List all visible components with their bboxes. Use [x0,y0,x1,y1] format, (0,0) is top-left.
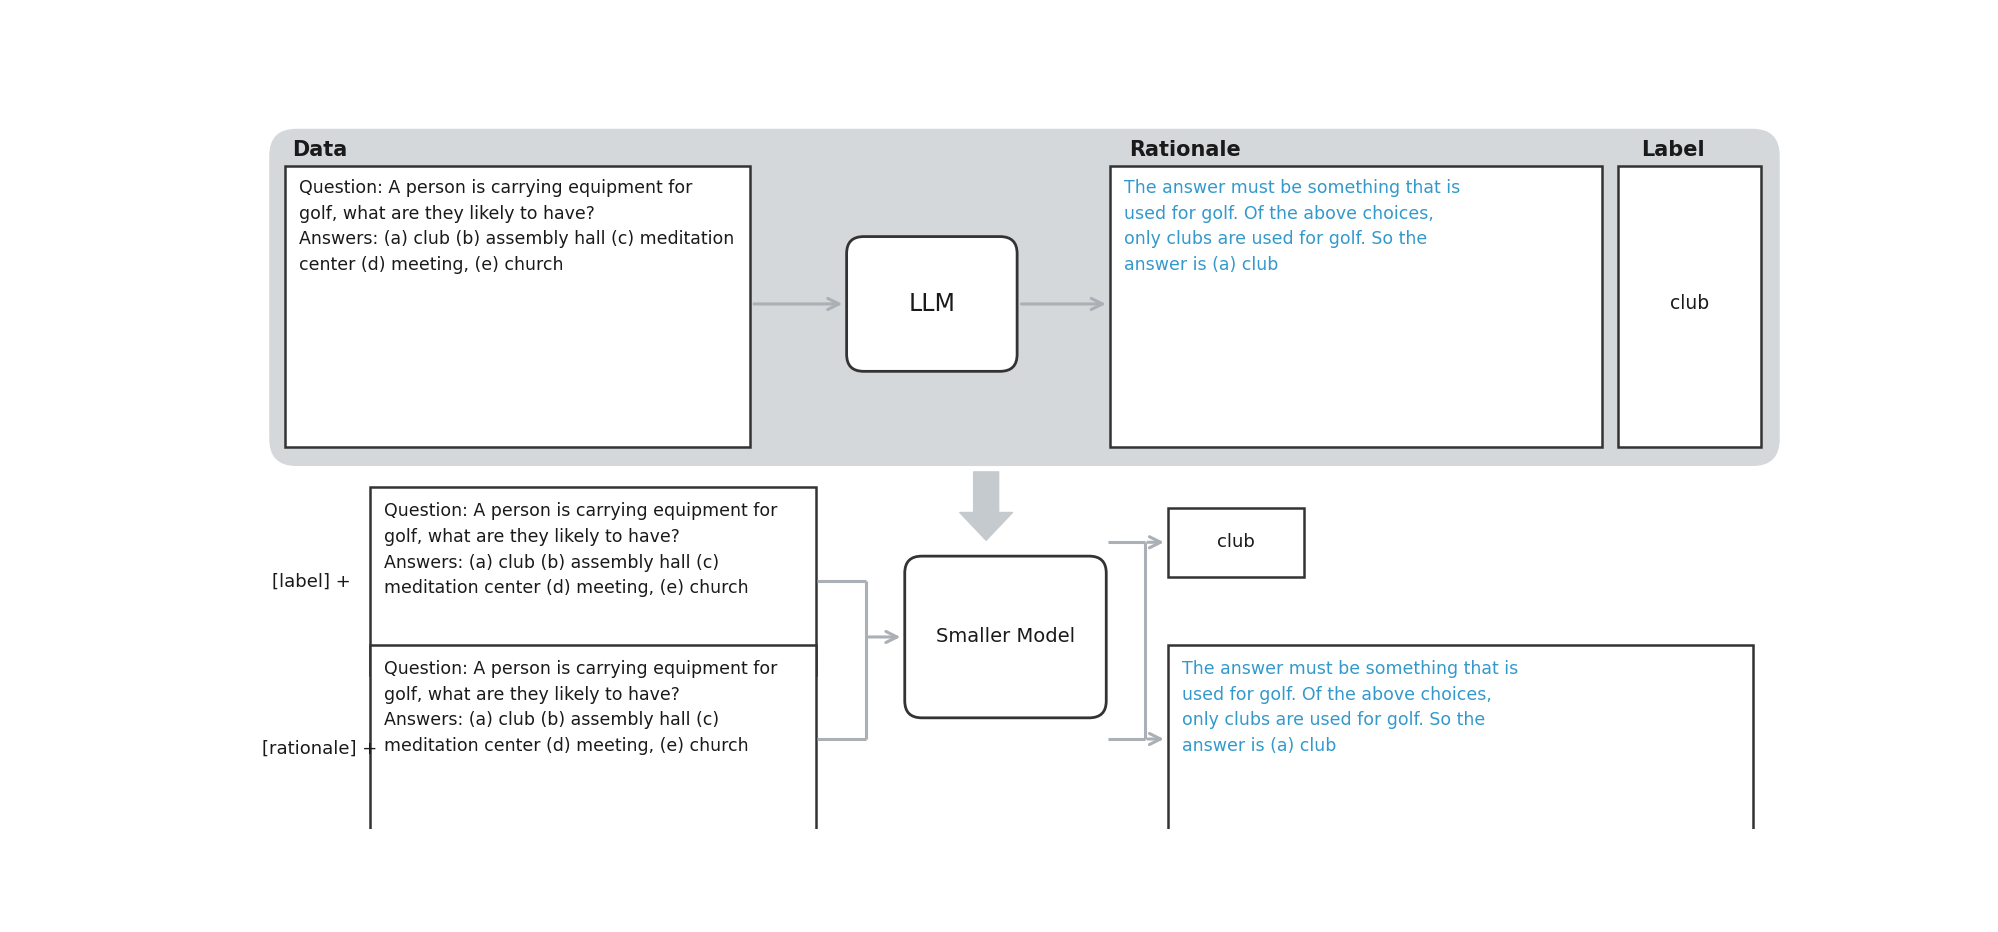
Text: [rationale] +: [rationale] + [262,740,376,758]
Text: LLM: LLM [907,292,955,316]
Bar [284,166,749,446]
Bar [1616,166,1760,446]
FancyBboxPatch shape [847,237,1017,371]
Text: club: club [1217,533,1255,551]
Text: Label: Label [1640,141,1704,160]
Bar [1109,166,1602,446]
Bar [370,487,815,676]
Text: Question: A person is carrying equipment for
golf, what are they likely to have?: Question: A person is carrying equipment… [384,660,777,755]
FancyArrowPatch shape [959,472,1013,541]
FancyBboxPatch shape [270,129,1778,466]
Text: [label] +: [label] + [272,572,350,591]
Text: The answer must be something that is
used for golf. Of the above choices,
only c: The answer must be something that is use… [1123,179,1461,274]
Bar [1167,645,1752,833]
FancyBboxPatch shape [905,556,1105,718]
Text: The answer must be something that is
used for golf. Of the above choices,
only c: The answer must be something that is use… [1181,660,1518,755]
Text: Rationale: Rationale [1129,141,1241,160]
Text: club: club [1668,295,1708,313]
Bar [1167,508,1303,577]
Text: Smaller Model: Smaller Model [935,627,1075,647]
Text: Data: Data [292,141,348,160]
Text: Question: A person is carrying equipment for
golf, what are they likely to have?: Question: A person is carrying equipment… [298,179,733,274]
Text: Question: A person is carrying equipment for
golf, what are they likely to have?: Question: A person is carrying equipment… [384,502,777,597]
Bar [370,645,815,833]
